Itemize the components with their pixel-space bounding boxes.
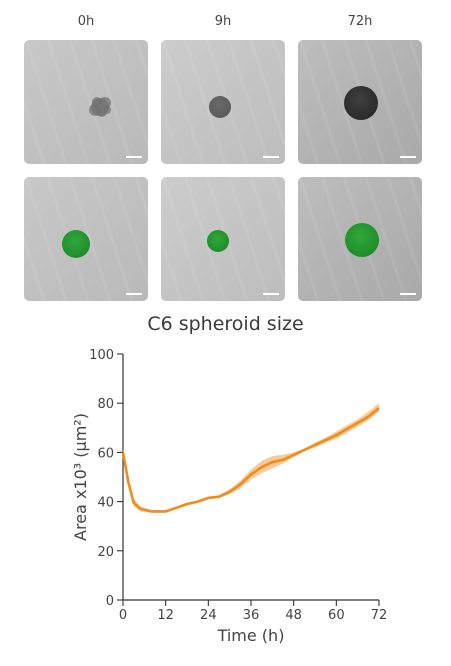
series-0-error-band <box>123 403 379 513</box>
y-axis-label: Area x10³ (µm²) <box>71 413 90 541</box>
chart-title: C6 spheroid size <box>147 313 304 335</box>
series-0-line <box>121 407 380 513</box>
x-tick-label: 72 <box>371 608 388 623</box>
fluorescence-panel-72h <box>298 177 422 301</box>
fluorescence-panel-9h <box>161 177 285 301</box>
y-tick-label: 20 <box>97 545 114 560</box>
time-label-72h: 72h <box>347 14 373 29</box>
spheroid-size-chart: 0 20 40 60 80 100 0 12 24 36 48 60 72 Time (h) Area x1… <box>71 348 387 645</box>
y-tick-label: 60 <box>97 446 114 461</box>
y-tick-label: 40 <box>97 496 114 511</box>
x-tick-label: 24 <box>200 608 217 623</box>
time-label-0h: 0h <box>77 14 95 29</box>
y-tick-label: 100 <box>89 348 114 363</box>
y-tick-label: 80 <box>97 397 114 412</box>
brightfield-panel-72h <box>298 40 422 164</box>
x-tick-label: 60 <box>328 608 345 623</box>
x-tick-label: 0 <box>119 608 127 623</box>
x-tick-label: 36 <box>243 608 260 623</box>
fluorescence-panel-0h <box>24 177 148 301</box>
x-tick-label: 12 <box>157 608 174 623</box>
time-label-9h: 9h <box>214 14 232 29</box>
brightfield-panel-9h <box>161 40 285 164</box>
y-tick-label: 0 <box>106 594 114 609</box>
brightfield-panel-0h <box>24 40 148 164</box>
x-axis-label: Time (h) <box>217 626 285 645</box>
x-tick-label: 48 <box>285 608 302 623</box>
chart-axes: 0 20 40 60 80 100 0 12 24 36 48 60 72 <box>89 348 387 623</box>
